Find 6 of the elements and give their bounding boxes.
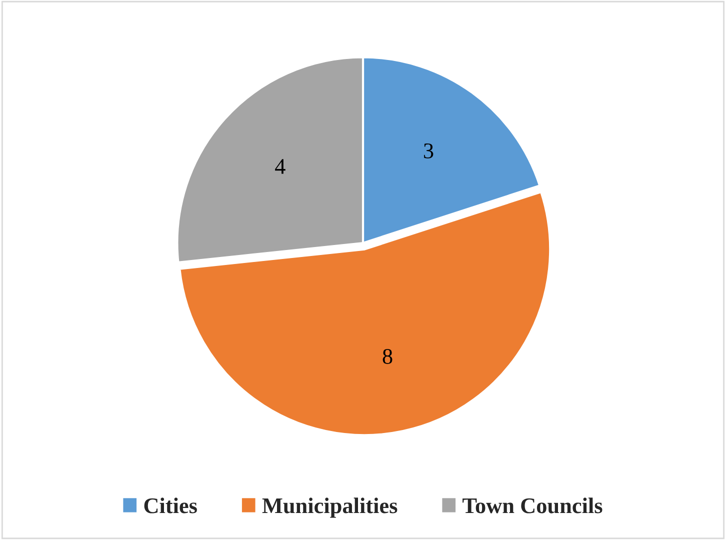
legend-label: Cities [144,498,197,514]
data-label: 3 [424,143,434,158]
data-label: 4 [275,159,286,174]
legend-label: Town Councils [462,498,602,514]
legend-label: Municipalities [262,498,398,518]
data-label: 8 [382,348,392,364]
